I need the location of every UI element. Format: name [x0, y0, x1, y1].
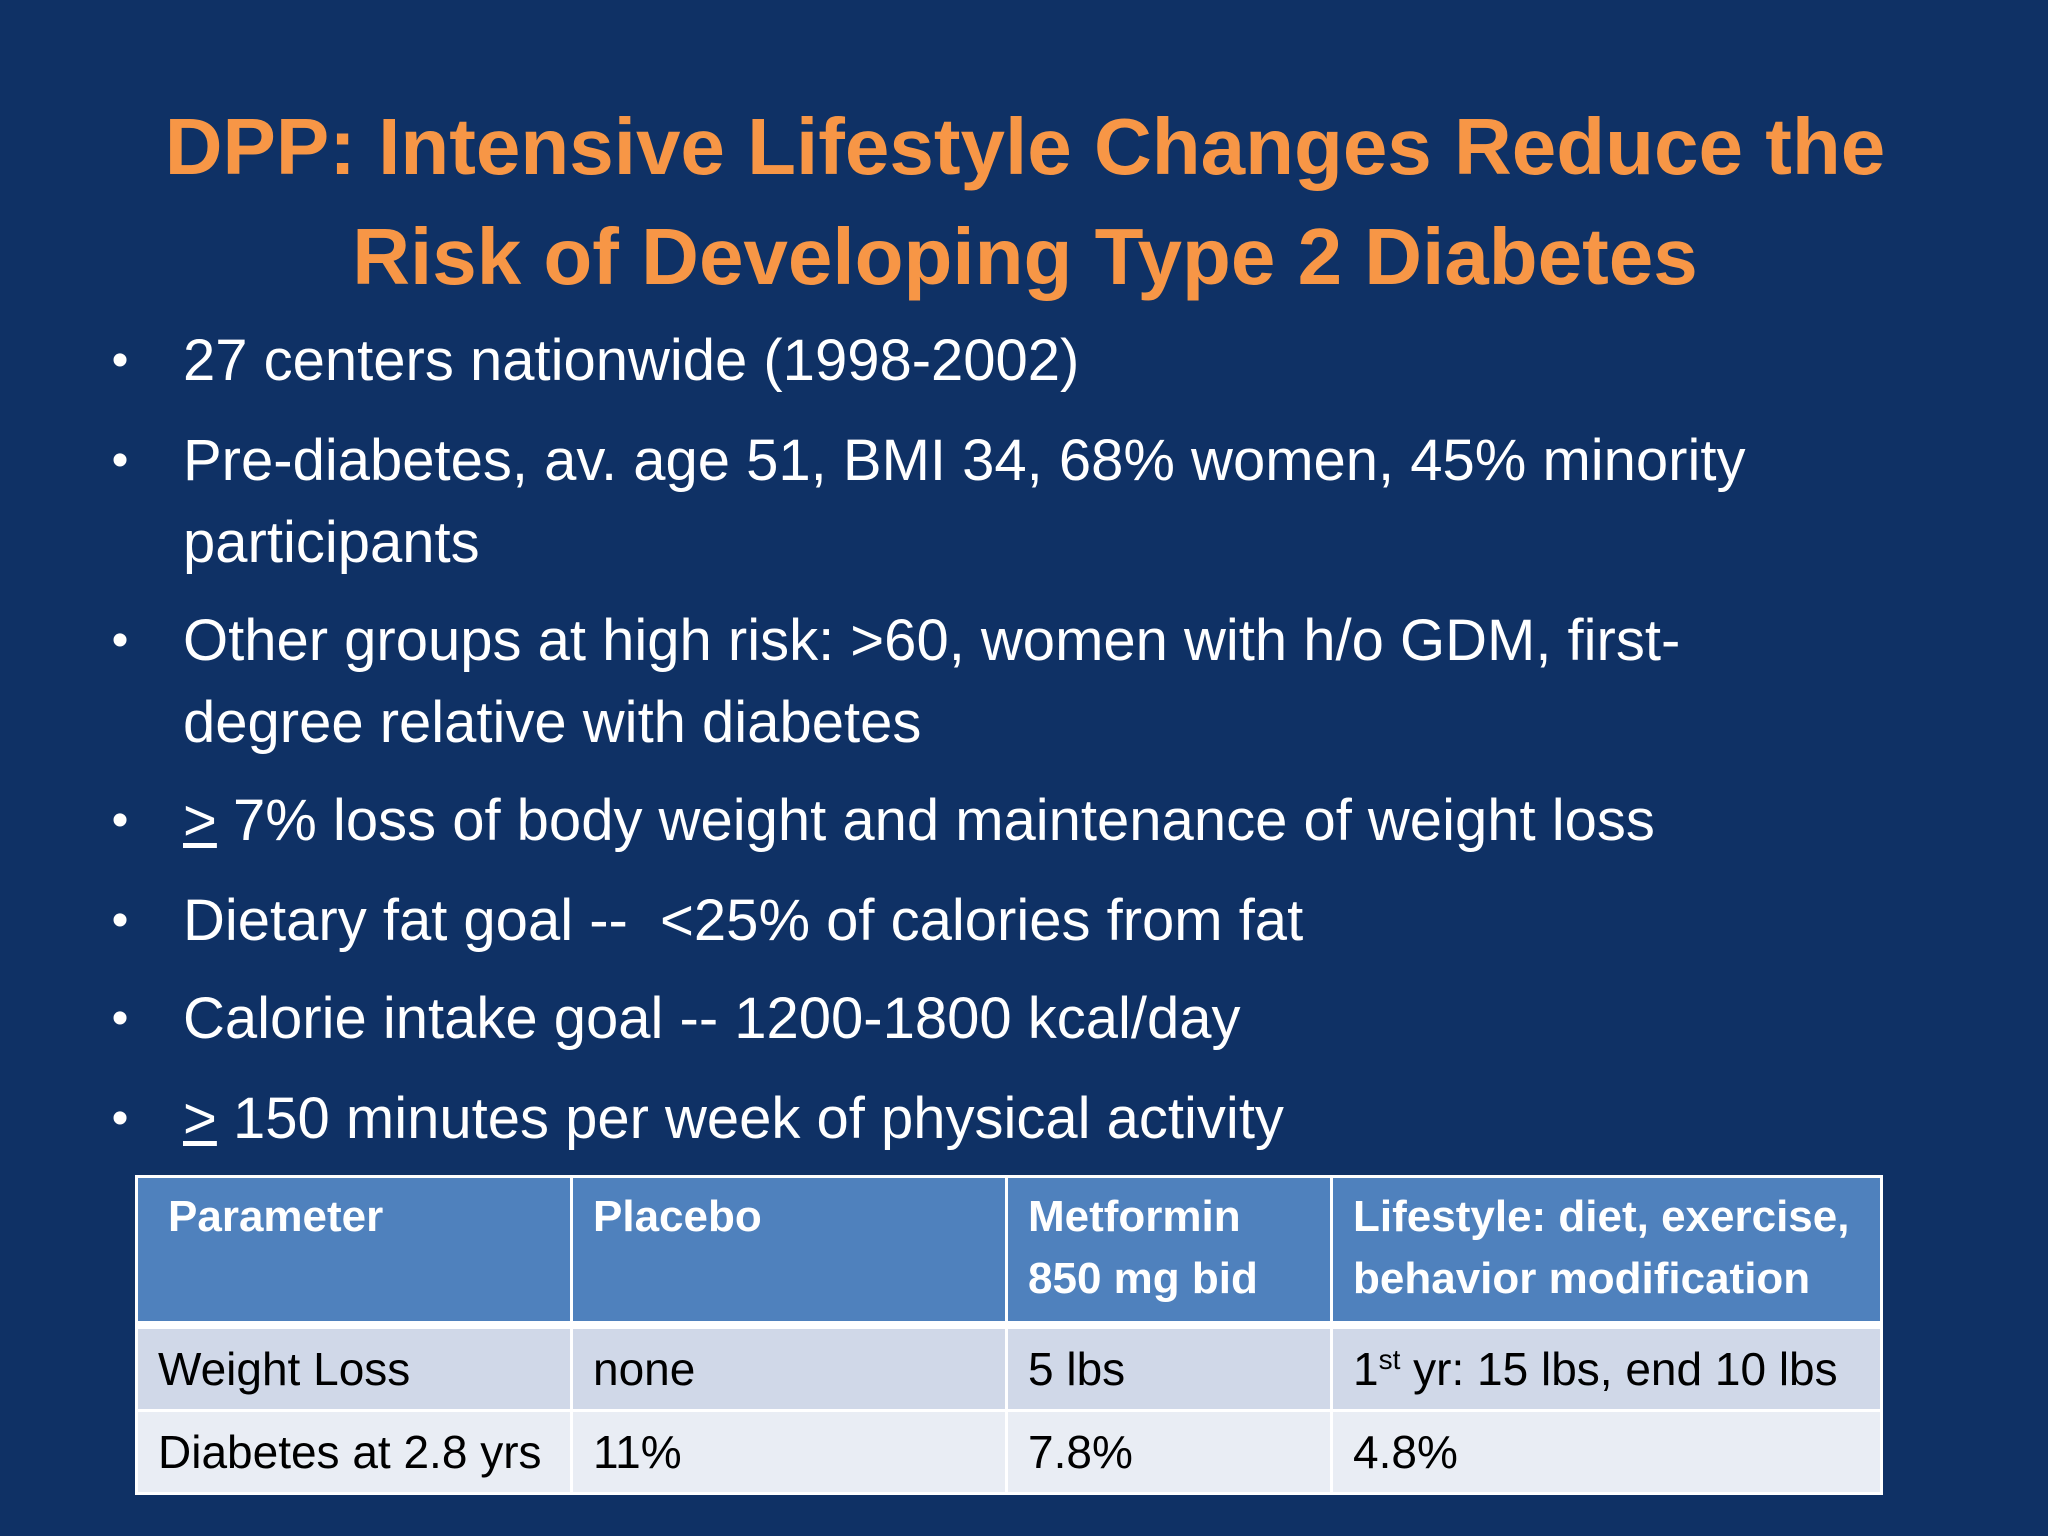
cell-metformin: 7.8% — [1005, 1409, 1333, 1495]
results-table-container: Parameter Placebo Metformin 850 mg bid L… — [135, 1175, 1883, 1495]
bullet-item-weight-loss-goal: • > 7% loss of body weight and maintenan… — [100, 780, 1940, 862]
header-parameter-label: Parameter — [168, 1192, 384, 1241]
bullet-dot-icon: • — [111, 894, 129, 947]
cell-placebo: 11% — [570, 1409, 1008, 1495]
bullet-item-prediabetes: • Pre-diabetes, av. age 51, BMI 34, 68% … — [100, 420, 1940, 584]
header-metformin: Metformin 850 mg bid — [1005, 1175, 1333, 1329]
bullet-item-centers: • 27 centers nationwide (1998-2002) — [100, 320, 1940, 402]
cell-metformin: 5 lbs — [1005, 1323, 1333, 1412]
header-placebo: Placebo — [570, 1175, 1008, 1329]
bullet-text-rest: 150 minutes per week of physical activit… — [216, 1086, 1284, 1151]
cell-lifestyle: 4.8% — [1330, 1409, 1883, 1495]
bullet-dot-icon: • — [111, 992, 129, 1045]
cell-parameter: Diabetes at 2.8 yrs — [135, 1409, 573, 1495]
bullet-text-line-1: Pre-diabetes, av. age 51, BMI 34, 68% wo… — [183, 428, 1746, 493]
ordinal-superscript: st — [1378, 1344, 1401, 1375]
bullet-text-rest: 7% loss of body weight and maintenance o… — [216, 788, 1655, 853]
bullet-text-line-2: participants — [183, 510, 480, 575]
header-lifestyle-line-2: behavior modification — [1353, 1254, 1811, 1303]
bullet-dot-icon: • — [111, 434, 129, 487]
bullet-dot-icon: • — [111, 334, 129, 387]
bullet-text-line-2: degree relative with diabetes — [183, 690, 922, 755]
title-line-2: Risk of Developing Type 2 Diabetes — [352, 212, 1698, 301]
bullet-dot-icon: • — [111, 1092, 129, 1145]
table-header-row: Parameter Placebo Metformin 850 mg bid L… — [135, 1175, 1883, 1329]
header-metformin-line-2: 850 mg bid — [1028, 1254, 1258, 1303]
header-parameter: Parameter — [135, 1175, 573, 1329]
header-placebo-label: Placebo — [593, 1192, 762, 1241]
greater-equal-symbol: > — [183, 1086, 217, 1151]
bullet-item-dietary-fat: • Dietary fat goal -- <25% of calories f… — [100, 880, 1940, 962]
cell-placebo: none — [570, 1323, 1008, 1412]
bullet-item-calorie-intake: • Calorie intake goal -- 1200-1800 kcal/… — [100, 978, 1940, 1060]
bullet-item-high-risk-groups: • Other groups at high risk: >60, women … — [100, 600, 1940, 764]
cell-lifestyle: 1st yr: 15 lbs, end 10 lbs — [1330, 1323, 1883, 1412]
bullet-text: Dietary fat goal -- <25% of calories fro… — [183, 888, 1304, 953]
lifestyle-rest: yr: 15 lbs, end 10 lbs — [1400, 1343, 1838, 1395]
bullet-text: 27 centers nationwide (1998-2002) — [183, 328, 1080, 393]
table-row: Diabetes at 2.8 yrs 11% 7.8% 4.8% — [135, 1409, 1883, 1495]
header-lifestyle: Lifestyle: diet, exercise, behavior modi… — [1330, 1175, 1883, 1329]
cell-parameter: Weight Loss — [135, 1323, 573, 1412]
header-metformin-line-1: Metformin — [1028, 1192, 1241, 1241]
lifestyle-prefix: 1 — [1353, 1343, 1379, 1395]
results-table: Parameter Placebo Metformin 850 mg bid L… — [135, 1175, 1883, 1495]
bullet-dot-icon: • — [111, 794, 129, 847]
slide-title: DPP: Intensive Lifestyle Changes Reduce … — [100, 92, 1950, 312]
bullet-item-physical-activity: • > 150 minutes per week of physical act… — [100, 1078, 1940, 1160]
title-line-1: DPP: Intensive Lifestyle Changes Reduce … — [164, 102, 1886, 191]
bullet-text: Calorie intake goal -- 1200-1800 kcal/da… — [183, 986, 1241, 1051]
greater-equal-symbol: > — [183, 788, 217, 853]
bullet-text: > 150 minutes per week of physical activ… — [183, 1078, 1940, 1160]
table-row: Weight Loss none 5 lbs 1st yr: 15 lbs, e… — [135, 1323, 1883, 1412]
header-lifestyle-line-1: Lifestyle: diet, exercise, — [1353, 1192, 1850, 1241]
bullet-text-line-1: Other groups at high risk: >60, women wi… — [183, 608, 1681, 673]
bullet-dot-icon: • — [111, 614, 129, 667]
bullet-text: > 7% loss of body weight and maintenance… — [183, 780, 1940, 862]
